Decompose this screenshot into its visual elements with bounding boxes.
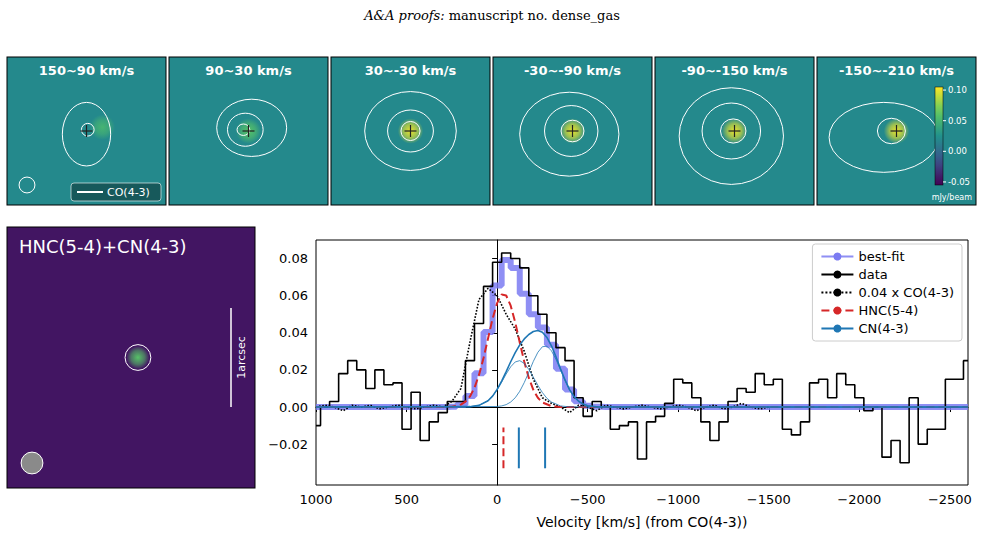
svg-text:30~-30 km/s: 30~-30 km/s <box>365 63 457 78</box>
svg-text:0.02: 0.02 <box>279 362 308 377</box>
svg-text:−1000: −1000 <box>656 492 700 507</box>
svg-text:90~30 km/s: 90~30 km/s <box>205 63 292 78</box>
svg-text:best-fit: best-fit <box>858 249 904 264</box>
svg-text:−2000: −2000 <box>837 492 881 507</box>
svg-text:mJy/beam: mJy/beam <box>932 193 972 202</box>
svg-text:data: data <box>858 267 887 282</box>
svg-text:-0.05: -0.05 <box>948 177 970 187</box>
svg-text:500: 500 <box>394 492 419 507</box>
svg-text:A&A proofs: manuscript no. den: A&A proofs: manuscript no. dense_gas <box>363 8 620 23</box>
svg-text:-90~-150 km/s: -90~-150 km/s <box>681 63 787 78</box>
svg-text:0.06: 0.06 <box>279 288 308 303</box>
svg-text:1000: 1000 <box>299 492 332 507</box>
svg-text:HNC(5-4): HNC(5-4) <box>858 303 918 318</box>
svg-text:0.10: 0.10 <box>948 85 967 95</box>
svg-text:-30~-90 km/s: -30~-90 km/s <box>524 63 621 78</box>
svg-text:-150~-210 km/s: -150~-210 km/s <box>839 63 954 78</box>
svg-text:0.05: 0.05 <box>948 116 967 126</box>
svg-text:−2500: −2500 <box>928 492 972 507</box>
svg-text:0.00: 0.00 <box>948 146 967 156</box>
svg-text:−0.02: −0.02 <box>268 437 308 452</box>
svg-text:0.00: 0.00 <box>279 400 308 415</box>
svg-text:CN(4-3): CN(4-3) <box>858 321 908 336</box>
svg-text:CO(4-3): CO(4-3) <box>107 186 150 199</box>
svg-text:0.08: 0.08 <box>279 251 308 266</box>
svg-text:−1500: −1500 <box>747 492 791 507</box>
svg-text:−500: −500 <box>570 492 606 507</box>
svg-text:0: 0 <box>493 492 501 507</box>
svg-text:150~90 km/s: 150~90 km/s <box>39 63 135 78</box>
svg-text:0.04 x CO(4-3): 0.04 x CO(4-3) <box>858 285 954 300</box>
svg-text:Velocity [km/s] (from CO(4-3)): Velocity [km/s] (from CO(4-3)) <box>536 514 747 530</box>
svg-text:0.04: 0.04 <box>279 325 308 340</box>
svg-text:HNC(5-4)+CN(4-3): HNC(5-4)+CN(4-3) <box>19 236 187 257</box>
svg-text:1arcsec: 1arcsec <box>235 336 248 379</box>
